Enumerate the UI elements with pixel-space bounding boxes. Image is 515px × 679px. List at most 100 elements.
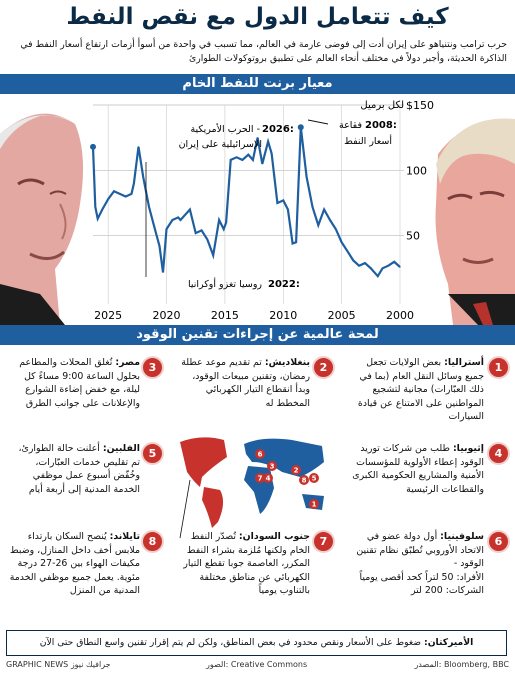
americas-note: الأميركتان: ضغوط على الأسعار ونقص محدود …: [6, 630, 507, 656]
data-point: [107, 198, 109, 200]
data-point: [323, 208, 325, 211]
brent-chart-area: $150 100 50 2025 2020 2015 2010 2005 2000 لكل بر…: [0, 94, 515, 325]
data-point: [189, 208, 191, 211]
connector-line: [179, 479, 191, 539]
world-map: 6 3 4 7 2 8 5 1: [180, 437, 324, 528]
data-point: [295, 241, 297, 243]
item-text: يُنصح السكان بارتداء ملابس أخف داخل المن…: [9, 531, 140, 596]
data-point: [158, 245, 161, 247]
item-number-4: 4: [487, 442, 510, 465]
data-point: [97, 218, 99, 220]
south-america-shape: [202, 487, 224, 528]
data-point: [381, 267, 384, 269]
data-point: [247, 154, 249, 156]
data-point: [223, 228, 225, 230]
country-name: الفلبين:: [102, 443, 140, 454]
annotation-2008-leader: [307, 119, 329, 125]
data-point: [335, 228, 337, 230]
data-point: [252, 159, 254, 161]
country-name: مصر:: [115, 357, 140, 368]
country-name: بنغلاديش:: [264, 357, 310, 368]
data-point: [329, 219, 331, 221]
map-marker-1: 1: [312, 501, 317, 509]
country-name: أستراليا:: [444, 357, 484, 368]
trump-portrait: [418, 94, 515, 325]
data-point: [212, 254, 214, 256]
data-point: [270, 152, 273, 154]
data-point: [195, 232, 197, 234]
data-point: [393, 261, 395, 263]
x-tick-label: 2015: [211, 309, 239, 322]
annotation-2008-text2: أسعار النفط: [344, 134, 392, 147]
country-name: إثيوبيا:: [452, 443, 484, 454]
item-text: تُغلق المحلات والمطاعم بحلول الساعة 9:00…: [19, 357, 140, 409]
annotation-2008-year: 2008:: [365, 120, 397, 131]
americas-label: الأميركتان:: [424, 637, 474, 648]
data-point: [206, 238, 208, 241]
data-point: [317, 224, 319, 226]
item-number-3: 3: [141, 356, 164, 379]
data-point: [377, 275, 379, 277]
data-point: [177, 216, 179, 218]
data-point: [341, 241, 343, 243]
x-tick-label: 2025: [94, 309, 122, 322]
item-bangladesh: بنغلاديش: تم تقديم موعد عطلة رمضان، وتقن…: [180, 356, 310, 410]
item-ethiopia: إثيوبيا: طلب من شركات توريد الوقود إعطاء…: [352, 442, 484, 496]
map-marker-6: 6: [258, 451, 263, 459]
data-point: [133, 182, 135, 184]
item-text: بعض الولايات تجعل جميع وسائل النقل العام…: [357, 357, 484, 422]
y-tick-label: 100: [406, 164, 427, 177]
data-point: [225, 222, 227, 224]
slovenia-individuals: الأفراد: 50 لتراً كحد أقصى يومياً: [359, 571, 484, 583]
country-name: تايلاند:: [109, 531, 140, 542]
data-point: [235, 156, 238, 158]
peak-marker: [90, 143, 96, 150]
data-point: [125, 195, 127, 198]
credits-bar: المصدر: Bloomberg, BBC الصور: Creative C…: [6, 660, 509, 674]
data-point: [179, 219, 182, 221]
chart-unit-label: لكل برميل: [360, 100, 404, 111]
brent-price-line: [91, 127, 401, 279]
data-point: [142, 176, 144, 178]
data-point: [370, 267, 372, 269]
annotation-2008-text1: فقاعة: [339, 120, 362, 131]
map-marker-3: 3: [270, 463, 275, 471]
item-south-sudan: جنوب السودان: تُصدّر النفط الخام ولكنها …: [180, 530, 310, 598]
data-point: [218, 219, 220, 221]
data-point: [162, 271, 164, 273]
y-tick-label: 50: [406, 230, 420, 243]
item-text: تُصدّر النفط الخام ولكنها مُلزمة بشراء ا…: [183, 531, 310, 596]
map-marker-7: 7: [258, 475, 263, 483]
data-point: [267, 140, 269, 143]
item-text: أعلنت حالة الطوارئ، تم تقليص خدمات العبّ…: [18, 443, 140, 495]
data-point: [154, 228, 156, 230]
data-point: [364, 262, 366, 264]
page-subtitle: حرب ترامب ونتنياهو على إيران أدت إلى فوض…: [20, 39, 507, 64]
page-title: كيف تتعامل الدول مع نقص النفط: [66, 4, 449, 30]
source-credit: المصدر: Bloomberg, BBC: [414, 660, 509, 669]
photo-credit: الصور: Creative Commons: [206, 660, 308, 669]
item-slovenia: سلوفينيا: أول دولة عضو في الاتحاد الأورو…: [352, 530, 484, 598]
data-point: [230, 159, 232, 161]
americas-text: ضغوط على الأسعار ونقص محدود في بعض المنا…: [39, 637, 422, 648]
item-number-1: 1: [487, 356, 510, 379]
item-number-8: 8: [141, 530, 164, 553]
data-point: [137, 146, 140, 148]
netanyahu-portrait: [0, 94, 90, 325]
data-point: [306, 176, 308, 178]
data-point: [358, 265, 360, 267]
item-text: تم تقديم موعد عطلة رمضان، وتقنين مبيعات …: [181, 357, 310, 409]
country-name: سلوفينيا:: [440, 531, 484, 542]
item-thailand: تايلاند: يُنصح السكان بارتداء ملابس أخف …: [8, 530, 140, 598]
data-point: [311, 206, 314, 208]
map-marker-4: 4: [266, 475, 271, 483]
item-text: أول دولة عضو في الاتحاد الأوروبي تُطبّق …: [356, 531, 484, 569]
annotation-2022-year: 2022:: [268, 279, 300, 290]
item-number-5: 5: [141, 442, 164, 465]
x-tick-label: 2005: [328, 309, 356, 322]
item-number-2: 2: [312, 356, 335, 379]
item-australia: أستراليا: بعض الولايات تجعل جميع وسائل ا…: [352, 356, 484, 424]
data-point: [148, 206, 150, 208]
y-tick-label: $150: [406, 99, 434, 112]
annotation-2026-year: 2026:: [262, 124, 294, 135]
